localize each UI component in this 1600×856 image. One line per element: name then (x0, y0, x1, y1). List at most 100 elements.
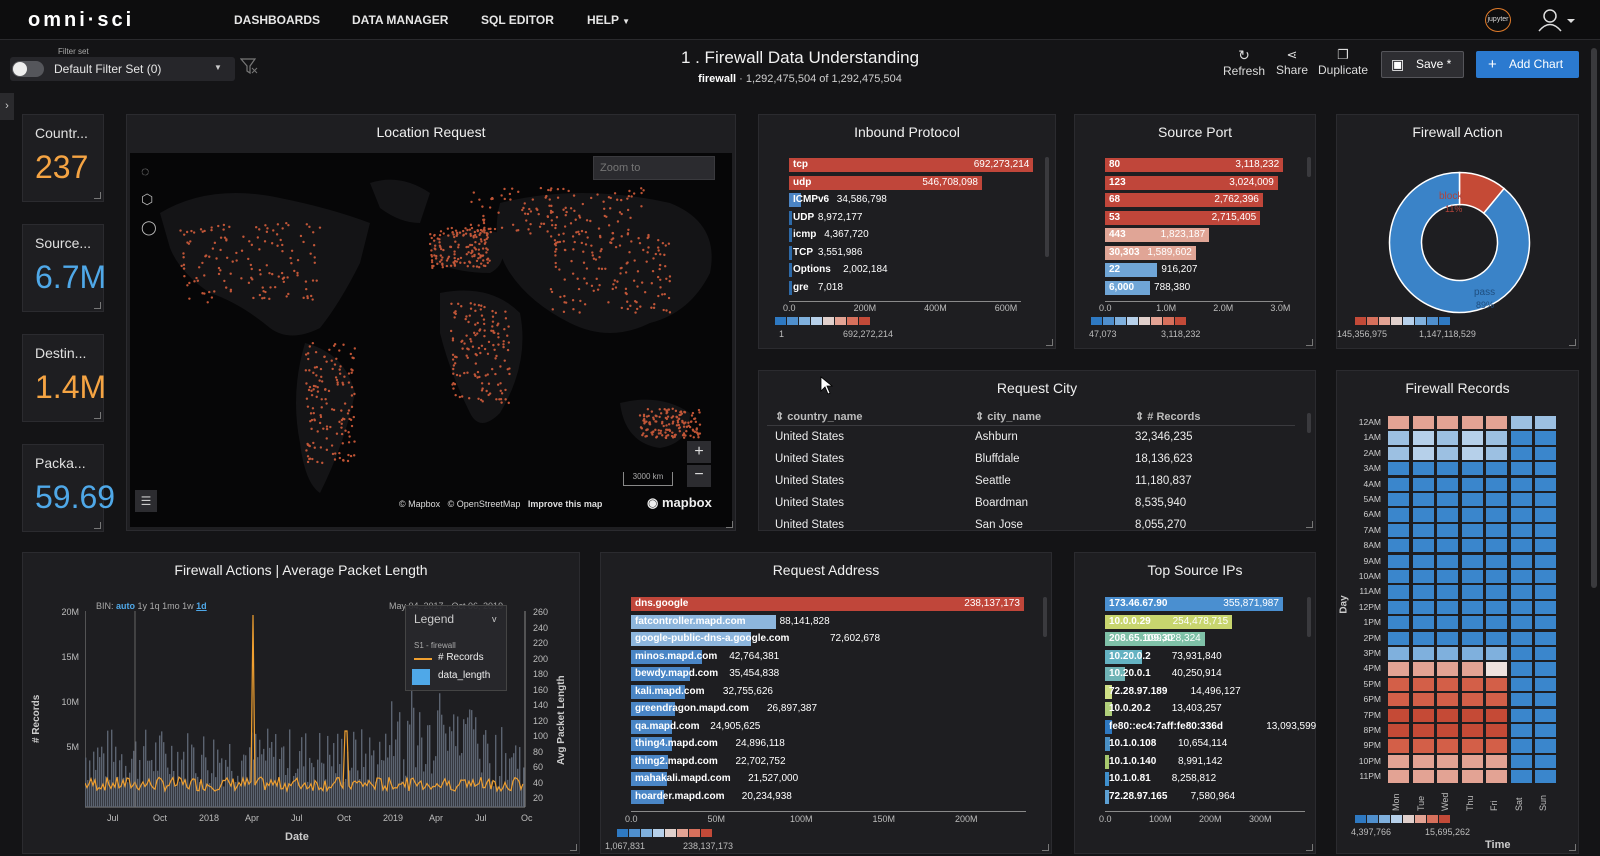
user-icon[interactable] (1538, 8, 1576, 37)
bin-1d[interactable]: 1d (196, 601, 207, 611)
lasso-select-icon[interactable]: ◯ (141, 219, 157, 235)
heatmap-cell[interactable] (1387, 538, 1410, 554)
page-scrollbar[interactable] (1591, 48, 1597, 588)
map-legend-toggle-icon[interactable]: ☰ (135, 490, 157, 512)
heatmap-cell[interactable] (1387, 615, 1410, 631)
heatmap-cell[interactable] (1460, 492, 1484, 508)
heatmap-cell[interactable] (1436, 461, 1459, 477)
heatmap-cell[interactable] (1436, 753, 1459, 769)
heatmap-cell[interactable] (1485, 445, 1508, 461)
heatmap-cell[interactable] (1485, 492, 1508, 508)
heatmap-cell[interactable] (1387, 661, 1410, 677)
bar-6[interactable]: Options 2,002,184 (789, 263, 888, 277)
bin-auto[interactable]: auto (116, 601, 136, 611)
heatmap-cell[interactable] (1534, 738, 1557, 754)
heatmap-cell[interactable] (1509, 723, 1533, 739)
heatmap-cell[interactable] (1509, 630, 1533, 646)
heatmap-cell[interactable] (1411, 445, 1435, 461)
save-button[interactable]: ▣ Save * (1381, 51, 1464, 78)
heatmap-cell[interactable] (1436, 630, 1459, 646)
bar-2[interactable]: google-public-dns-a.google.com 72,602,678 (631, 632, 880, 646)
heatmap-cell[interactable] (1534, 676, 1557, 692)
heatmap-cell[interactable] (1387, 445, 1410, 461)
heatmap-cell[interactable] (1387, 461, 1410, 477)
zoom-out-button[interactable]: − (687, 465, 711, 487)
request-address-panel[interactable]: Request Address dns.google 238,137,173 fat… (600, 552, 1052, 854)
heatmap-cell[interactable] (1509, 769, 1533, 785)
heatmap-cell[interactable] (1411, 430, 1435, 446)
heatmap-cell[interactable] (1509, 646, 1533, 662)
bar-10[interactable]: 10.1.0.81 8,258,812 (1105, 772, 1216, 786)
bar-3[interactable]: minos.mapd.com 42,764,381 (631, 649, 779, 664)
heatmap-cell[interactable] (1485, 723, 1508, 739)
firewall-records-panel[interactable]: Firewall Records Day 12AM 1AM 2AM 3AM 4AM 5AM… (1336, 370, 1579, 854)
bar-5[interactable]: TCP 3,551,986 (789, 245, 862, 260)
heatmap-cell[interactable] (1436, 676, 1459, 692)
heatmap-cell[interactable] (1485, 538, 1508, 554)
bar-7[interactable]: gre 7,018 (789, 280, 843, 295)
heatmap-cell[interactable] (1485, 599, 1508, 615)
heatmap-cell[interactable] (1534, 569, 1557, 585)
heatmap-cell[interactable] (1534, 415, 1557, 431)
heatmap-cell[interactable] (1460, 769, 1484, 785)
inbound-protocol-panel[interactable]: Inbound Protocol tcp 692,273,214 udp 546,70… (758, 114, 1056, 349)
chart-legend[interactable]: Legend v S1 - firewall # Records data_le… (405, 605, 507, 691)
heatmap-cell[interactable] (1411, 584, 1435, 600)
bar-4[interactable]: 10.20.0.1 40,250,914 (1105, 667, 1222, 681)
heatmap-cell[interactable] (1534, 615, 1557, 631)
heatmap-cell[interactable] (1460, 723, 1484, 739)
heatmap-cell[interactable] (1460, 415, 1484, 431)
bar-6[interactable]: 22 916,207 (1105, 263, 1198, 277)
heatmap-cell[interactable] (1436, 646, 1459, 662)
nav-sql-editor[interactable]: SQL EDITOR (481, 13, 554, 27)
heatmap-cell[interactable] (1460, 522, 1484, 538)
nav-dashboards[interactable]: DASHBOARDS (234, 13, 321, 27)
heatmap-cell[interactable] (1460, 661, 1484, 677)
heatmap-cell[interactable] (1534, 769, 1557, 785)
scrollbar[interactable] (1307, 597, 1311, 637)
heatmap-cell[interactable] (1411, 630, 1435, 646)
bar-10[interactable]: mahakali.mapd.com 21,527,000 (631, 772, 798, 786)
heatmap-cell[interactable] (1509, 676, 1533, 692)
mapbox-logo[interactable]: ◉ mapbox (647, 495, 712, 510)
heatmap-cell[interactable] (1387, 738, 1410, 754)
heatmap-cell[interactable] (1485, 646, 1508, 662)
firewall-action-panel[interactable]: Firewall Action block 11% pass 89% 145,3… (1336, 114, 1579, 349)
heatmap-cell[interactable] (1485, 584, 1508, 600)
heatmap-cell[interactable] (1411, 476, 1435, 492)
bar-0[interactable]: 80 3,118,232 (1105, 158, 1284, 172)
heatmap-cell[interactable] (1534, 723, 1557, 739)
heatmap-cell[interactable] (1411, 615, 1435, 631)
heatmap-cell[interactable] (1509, 430, 1533, 446)
col-header-records[interactable]: ⇕ # Records (1135, 411, 1201, 423)
heatmap-cell[interactable] (1436, 569, 1459, 585)
heatmap-cell[interactable] (1387, 707, 1410, 723)
heatmap-cell[interactable] (1411, 522, 1435, 538)
bar-1[interactable]: 123 3,024,009 (1105, 175, 1278, 190)
bar-7[interactable]: fe80::ec4:7aff:fe80:336d 13,093,599 (1105, 719, 1316, 734)
heatmap-cell[interactable] (1436, 661, 1459, 677)
heatmap-cell[interactable] (1485, 522, 1508, 538)
heatmap-cell[interactable] (1534, 753, 1557, 769)
heatmap-cell[interactable] (1534, 507, 1557, 523)
heatmap-cell[interactable] (1387, 415, 1410, 431)
heatmap-cell[interactable] (1436, 738, 1459, 754)
bar-4[interactable]: bewdy.mapd.com 35,454,838 (631, 667, 779, 681)
heatmap-cell[interactable] (1460, 738, 1484, 754)
heatmap-cell[interactable] (1460, 692, 1484, 708)
heatmap-cell[interactable] (1534, 692, 1557, 708)
heatmap-cell[interactable] (1485, 615, 1508, 631)
heatmap-cell[interactable] (1411, 599, 1435, 615)
table-row[interactable]: United States Seattle 11,180,837 (767, 470, 1295, 492)
scrollbar[interactable] (1043, 597, 1047, 637)
bar-2[interactable]: 68 2,762,396 (1105, 193, 1263, 207)
heatmap-cell[interactable] (1387, 723, 1410, 739)
bar-8[interactable]: thing4.mapd.com 24,896,118 (631, 737, 785, 751)
source-port-panel[interactable]: Source Port 80 3,118,232 123 3,024,009 68 2,7… (1074, 114, 1316, 349)
heatmap-cell[interactable] (1534, 599, 1557, 615)
bar-1[interactable]: udp 546,708,098 (789, 175, 982, 190)
heatmap-cell[interactable] (1436, 476, 1459, 492)
bar-7[interactable]: 6,000 788,380 (1105, 280, 1190, 295)
nav-data-manager[interactable]: DATA MANAGER (352, 13, 449, 27)
heatmap-cell[interactable] (1509, 753, 1533, 769)
